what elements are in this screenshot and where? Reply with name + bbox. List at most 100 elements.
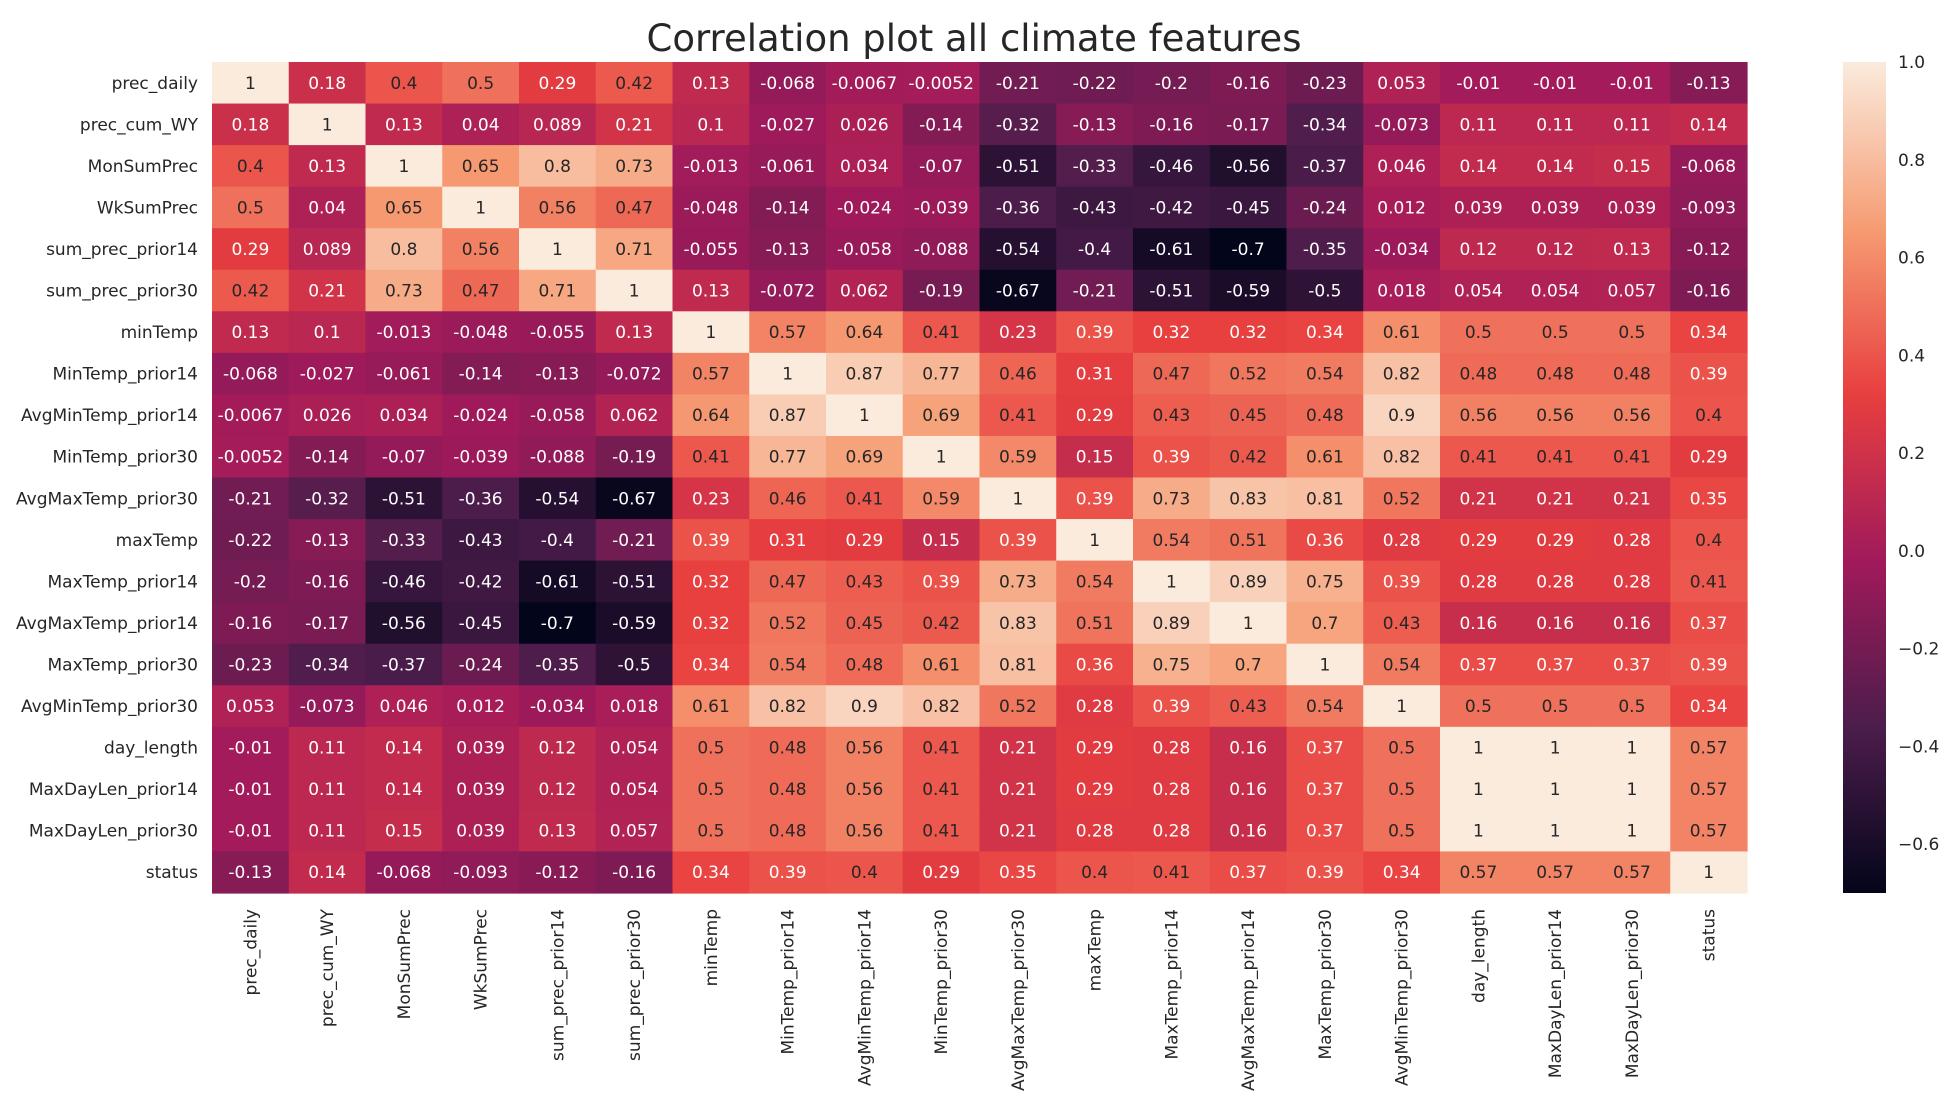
heatmap-cell <box>1286 643 1364 686</box>
heatmap-cell <box>442 186 520 229</box>
heatmap-cell <box>749 394 827 437</box>
heatmap-cell <box>1670 685 1748 728</box>
cell-annotation: -0.34 <box>1303 115 1347 135</box>
heatmap-cell <box>1133 477 1211 520</box>
heatmap-cell <box>1440 685 1518 728</box>
heatmap-cell <box>1670 726 1748 769</box>
cell-annotation: 0.29 <box>231 240 269 260</box>
heatmap-cell <box>902 103 981 146</box>
cell-annotation: 0.039 <box>456 780 505 800</box>
cell-annotation: 0.5 <box>1388 822 1415 842</box>
cell-annotation: 0.28 <box>1536 572 1574 592</box>
heatmap-cell <box>365 228 443 271</box>
cell-annotation: -0.01 <box>1456 74 1500 94</box>
cell-annotation: 0.21 <box>1613 489 1651 509</box>
heatmap-cell <box>212 643 290 686</box>
heatmap-cell <box>902 685 981 728</box>
cell-annotation: -0.027 <box>300 365 355 385</box>
heatmap-cell <box>595 726 674 769</box>
cell-annotation: 0.5 <box>1388 739 1415 759</box>
cell-annotation: -0.22 <box>228 531 272 551</box>
heatmap-cell <box>1056 602 1134 645</box>
cell-annotation: 0.053 <box>226 697 275 717</box>
cell-annotation: 0.37 <box>1306 739 1344 759</box>
heatmap-cell <box>826 477 904 520</box>
cell-annotation: 0.034 <box>840 157 889 177</box>
cell-annotation: -0.061 <box>760 157 815 177</box>
heatmap-cell <box>519 311 597 354</box>
heatmap-cells: 1 0.18 0.4 0.5 0.29 0.42 0.13 -0.068 -0.0067 -0.0… <box>212 62 1748 894</box>
heatmap-cell <box>1593 477 1671 520</box>
heatmap-cell <box>365 477 443 520</box>
cell-annotation: 0.012 <box>1377 198 1426 218</box>
row-tick-label: AvgMinTemp_prior30 <box>21 697 198 717</box>
cell-annotation: 0.39 <box>1690 365 1728 385</box>
heatmap-cell <box>1670 768 1748 811</box>
cell-annotation: 0.82 <box>1383 448 1421 468</box>
heatmap-cell <box>979 560 1057 603</box>
cell-annotation: 1 <box>398 157 409 177</box>
cell-annotation: 0.89 <box>1229 572 1267 592</box>
heatmap-cell <box>442 685 520 728</box>
heatmap-cell <box>1363 186 1441 229</box>
cell-annotation: 0.39 <box>1076 323 1114 343</box>
cell-annotation: -0.12 <box>535 863 579 883</box>
cell-annotation: 0.57 <box>1690 739 1728 759</box>
heatmap-cell <box>288 145 367 188</box>
cell-annotation: 0.45 <box>845 614 883 634</box>
heatmap-cell <box>1440 560 1518 603</box>
heatmap-cell <box>672 602 750 645</box>
cell-annotation: 0.5 <box>697 822 724 842</box>
cell-annotation: -0.67 <box>612 489 656 509</box>
cell-annotation: -0.67 <box>996 282 1040 302</box>
cell-annotation: 1 <box>552 240 563 260</box>
row-tick-label: MaxTemp_prior30 <box>48 655 198 675</box>
heatmap-cell <box>826 145 904 188</box>
colorbar: 1.0 0.8 0.6 0.4 0.2 0.0 −0.2 −0.4 −0.6 <box>1843 53 1939 893</box>
cell-annotation: -0.51 <box>996 157 1040 177</box>
heatmap-cell <box>1516 726 1595 769</box>
heatmap-cell <box>365 851 443 894</box>
heatmap-cell <box>1133 809 1211 853</box>
heatmap-cell <box>442 228 520 271</box>
heatmap-cell <box>1670 103 1748 146</box>
cell-annotation: 0.23 <box>692 489 730 509</box>
heatmap-cell <box>519 809 597 853</box>
heatmap-cell <box>212 685 290 728</box>
cell-annotation: -0.7 <box>541 614 574 634</box>
cell-annotation: 0.41 <box>922 822 960 842</box>
cell-annotation: 0.56 <box>1536 406 1574 426</box>
heatmap-cell <box>979 685 1057 728</box>
cell-annotation: 0.56 <box>1613 406 1651 426</box>
cell-annotation: -0.14 <box>459 365 503 385</box>
heatmap-cell <box>1363 809 1441 853</box>
heatmap-cell <box>519 851 597 894</box>
cell-annotation: 0.61 <box>692 697 730 717</box>
heatmap-cell <box>365 103 443 146</box>
cell-annotation: 0.56 <box>1459 406 1497 426</box>
cell-annotation: -0.0052 <box>218 448 284 468</box>
heatmap-cell <box>519 602 597 645</box>
heatmap-cell <box>826 62 904 105</box>
heatmap-cell <box>1209 311 1288 354</box>
heatmap-cell <box>749 311 827 354</box>
heatmap-cell <box>442 269 520 312</box>
heatmap-cell <box>1593 768 1671 811</box>
column-tick-label: MonSumPrec <box>395 909 415 1019</box>
cell-annotation: 0.18 <box>308 74 346 94</box>
heatmap-cell <box>595 768 674 811</box>
heatmap-cell <box>1133 851 1211 894</box>
heatmap-cell <box>1286 685 1364 728</box>
cell-annotation: 0.47 <box>1152 365 1190 385</box>
heatmap-cell <box>1286 394 1364 437</box>
heatmap-cell <box>1363 685 1441 728</box>
heatmap-cell <box>749 62 827 105</box>
heatmap-cell <box>1056 394 1134 437</box>
heatmap-cell <box>1056 269 1134 312</box>
cell-annotation: -0.13 <box>305 531 349 551</box>
heatmap-cell <box>365 394 443 437</box>
heatmap-cell <box>365 560 443 603</box>
heatmap-cell <box>979 477 1057 520</box>
cell-annotation: 0.057 <box>1608 282 1657 302</box>
heatmap-cell <box>1209 269 1288 312</box>
